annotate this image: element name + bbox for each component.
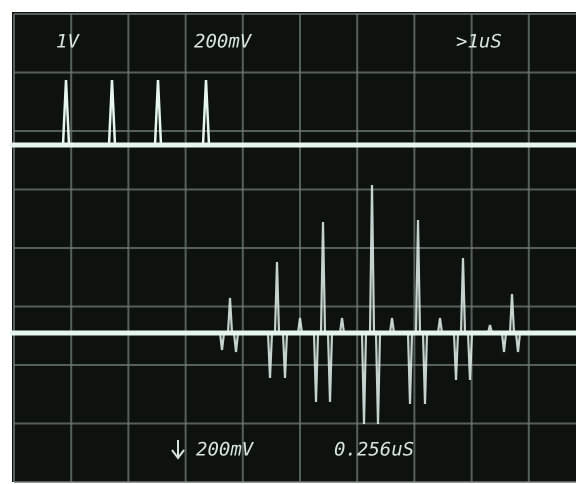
delay-readout: 0.256uS — [334, 439, 414, 461]
trace-2-pulse — [414, 219, 422, 335]
trace-2-pulse — [421, 331, 429, 405]
trace-2-pulse — [296, 317, 304, 335]
trigger-marker — [171, 440, 185, 460]
trace-2-pulse — [452, 331, 460, 381]
trace-2-pulse — [374, 331, 382, 425]
trace-2-pulse — [436, 317, 444, 335]
trace-2-pulse — [406, 331, 414, 405]
trace-2-pulse — [360, 331, 368, 425]
timebase: >1uS — [456, 31, 502, 53]
trace-2-pulse — [368, 184, 376, 335]
trace-2-pulse — [232, 331, 240, 353]
graticule — [13, 13, 576, 483]
traces — [9, 79, 576, 425]
trace-2-pulse — [281, 331, 289, 379]
trace-2-pulse — [226, 297, 234, 335]
trace-2-pulse — [218, 331, 226, 351]
trace-1-pulse — [61, 79, 71, 147]
trace-2-pulse — [273, 261, 281, 335]
trace-2-pulse — [319, 221, 327, 335]
trace-2-pulse — [266, 331, 274, 379]
trace-1-pulse — [107, 79, 117, 147]
trace-2-pulse — [508, 293, 516, 335]
trace-2-pulse — [338, 317, 346, 335]
trace-1-pulse — [153, 79, 163, 147]
trace-2-pulse — [466, 331, 474, 381]
trigger-level: 200mV — [196, 439, 255, 461]
trace-2-pulse — [388, 317, 396, 335]
trace-2-pulse — [500, 331, 508, 353]
trace-2-pulse — [312, 331, 320, 403]
trace-2-pulse — [326, 331, 334, 403]
channel-1-scale: 1V — [56, 31, 80, 53]
channel-2-scale: 200mV — [194, 31, 253, 53]
trace-1-pulse — [201, 79, 211, 147]
trace-2-pulse — [486, 324, 494, 335]
trace-2-pulse — [459, 257, 467, 335]
trace-2-pulse — [514, 331, 522, 353]
